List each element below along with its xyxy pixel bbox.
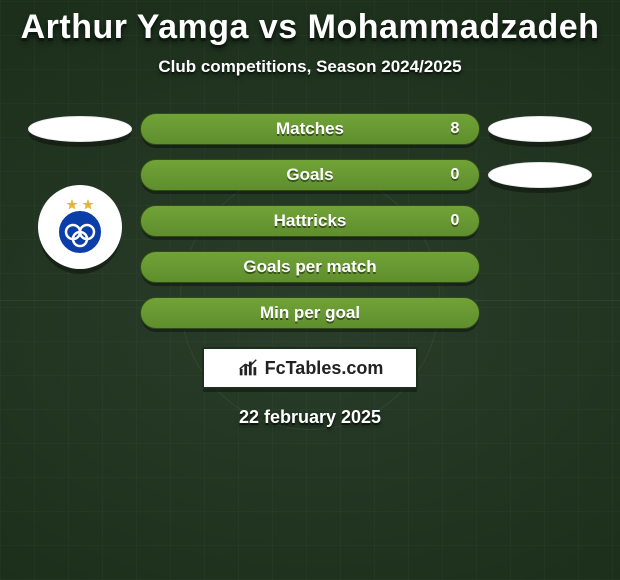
content-container: Arthur Yamga vs Mohammadzadeh Club compe… [0, 0, 620, 428]
stat-value-left [141, 298, 189, 328]
stat-value-right: 0 [431, 206, 479, 236]
club-logo-esteghlal [38, 185, 122, 269]
player-ellipse-left [28, 116, 132, 142]
left-slot [20, 116, 140, 142]
source-badge-text: FcTables.com [265, 358, 384, 379]
stat-pill-min-per-goal: Min per goal [140, 297, 480, 329]
stat-label: Goals [286, 165, 333, 185]
player-ellipse-right [488, 162, 592, 188]
stat-value-right [431, 298, 479, 328]
stat-value-right: 0 [431, 160, 479, 190]
stat-value-right: 8 [431, 114, 479, 144]
stat-pill-goals-per-match: Goals per match [140, 251, 480, 283]
source-badge: FcTables.com [202, 347, 418, 389]
stat-value-left [141, 160, 189, 190]
player-ellipse-right [488, 116, 592, 142]
stat-row: Hattricks 0 [0, 205, 620, 237]
club-crest-icon [45, 192, 115, 262]
stat-pill-hattricks: Hattricks 0 [140, 205, 480, 237]
stat-value-left [141, 252, 189, 282]
stat-label: Min per goal [260, 303, 360, 323]
stat-pill-goals: Goals 0 [140, 159, 480, 191]
bar-chart-icon [237, 357, 259, 379]
stat-row: Min per goal [0, 297, 620, 329]
right-slot [480, 162, 600, 188]
stat-label: Goals per match [243, 257, 376, 277]
stat-label: Matches [276, 119, 344, 139]
stat-value-left [141, 206, 189, 236]
page-subtitle: Club competitions, Season 2024/2025 [158, 57, 461, 77]
stat-label: Hattricks [274, 211, 347, 231]
stat-rows: Matches 8 Goals 0 [0, 113, 620, 329]
stat-value-left [141, 114, 189, 144]
stat-value-right [431, 252, 479, 282]
page-title: Arthur Yamga vs Mohammadzadeh [21, 8, 600, 47]
stat-row: Matches 8 [0, 113, 620, 145]
date-text: 22 february 2025 [239, 407, 381, 428]
right-slot [480, 116, 600, 142]
stat-pill-matches: Matches 8 [140, 113, 480, 145]
